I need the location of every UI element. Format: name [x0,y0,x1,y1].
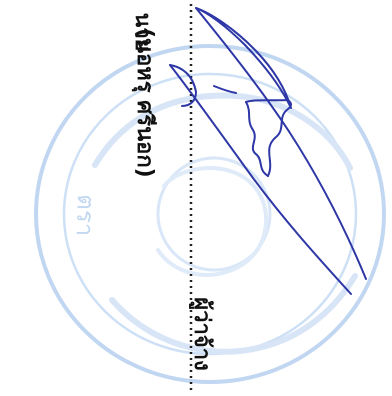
stamp-arc-bottom [109,273,358,355]
signature-top-loop [195,7,292,109]
stamp-arc-top [92,92,353,171]
stamp-inner-ring [62,72,358,356]
signature-scribble-1 [245,101,269,177]
signature-stroke [169,7,367,295]
signature-cross-stroke [213,85,237,94]
signature-long-stroke-1 [195,7,367,280]
signature-scribble-2 [267,99,292,177]
stamp-center-circle [156,156,272,272]
signature-hook [169,64,197,107]
stamp-outer-ring [34,44,386,384]
blue-stamp: ตรา [34,44,386,384]
signature-scribble-3 [245,99,289,103]
signature-long-stroke-2 [169,64,352,295]
stamp-text: ตรา [71,194,100,237]
stamp-center-mark [156,166,269,277]
